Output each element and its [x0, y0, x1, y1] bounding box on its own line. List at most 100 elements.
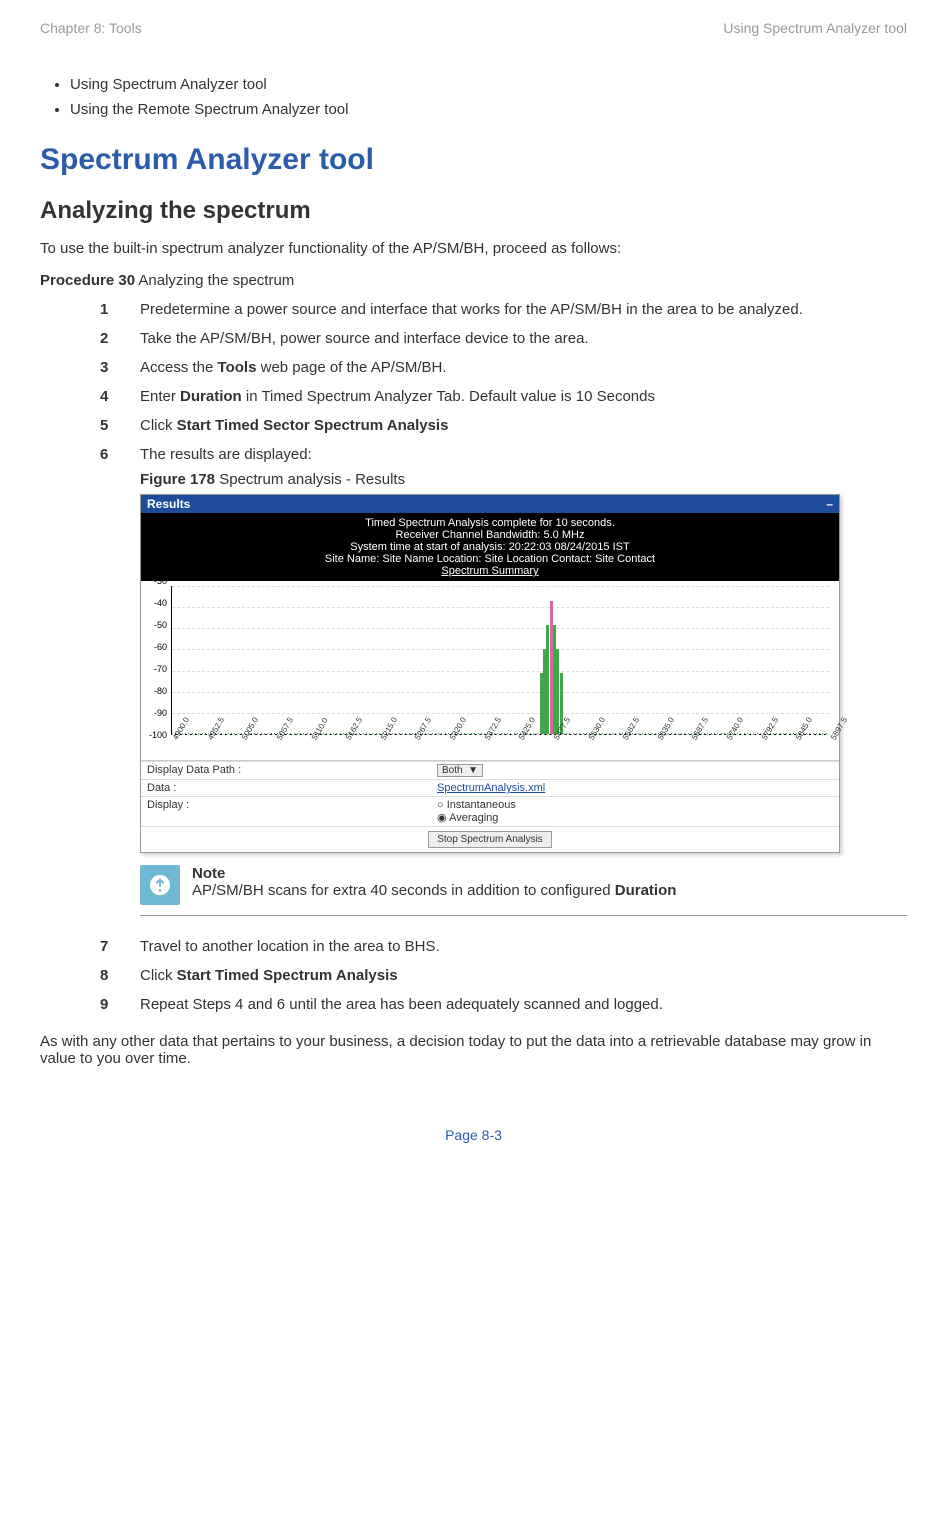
section-title-h2: Analyzing the spectrum	[40, 197, 907, 225]
step-text: Predetermine a power source and interfac…	[140, 301, 907, 318]
gridline	[172, 713, 829, 714]
step-text: Access the Tools web page of the AP/SM/B…	[140, 359, 907, 376]
text-post: web page of the AP/SM/BH.	[256, 359, 446, 376]
info-line: System time at start of analysis: 20:22:…	[145, 541, 835, 553]
minimize-icon[interactable]: –	[826, 497, 833, 511]
radio-label: Instantaneous	[447, 799, 516, 811]
gridline	[172, 607, 829, 608]
row-value: ○ Instantaneous ◉ Averaging	[437, 799, 833, 824]
bullet-item: Using the Remote Spectrum Analyzer tool	[70, 101, 907, 118]
data-path-dropdown[interactable]: Both ▼	[437, 764, 483, 777]
bullet-list: Using Spectrum Analyzer tool Using the R…	[70, 76, 907, 118]
text-post: in Timed Spectrum Analyzer Tab. Default …	[242, 388, 655, 405]
step-4: 4 Enter Duration in Timed Spectrum Analy…	[100, 388, 907, 405]
note-icon	[140, 865, 180, 905]
y-axis-labels: -30-40-50-60-70-80-90-100	[141, 581, 169, 735]
info-line: Site Name: Site Name Location: Site Loca…	[145, 553, 835, 565]
y-tick-label: -90	[154, 708, 167, 718]
step-1: 1 Predetermine a power source and interf…	[100, 301, 907, 318]
header-left: Chapter 8: Tools	[40, 20, 142, 36]
step-text: Click Start Timed Sector Spectrum Analys…	[140, 417, 907, 434]
y-tick-label: -60	[154, 642, 167, 652]
row-value: Both ▼	[437, 764, 833, 777]
note-box: Note AP/SM/BH scans for extra 40 seconds…	[140, 865, 907, 905]
y-tick-label: -80	[154, 686, 167, 696]
step-number: 3	[100, 359, 140, 376]
step-9: 9 Repeat Steps 4 and 6 until the area ha…	[100, 996, 907, 1013]
text-pre: Click	[140, 967, 177, 984]
text-pre: Access the	[140, 359, 218, 376]
note-text: Note AP/SM/BH scans for extra 40 seconds…	[192, 865, 676, 899]
step-6: 6 The results are displayed: Figure 178 …	[100, 446, 907, 926]
chevron-down-icon: ▼	[468, 765, 478, 776]
radio-averaging[interactable]: ◉ Averaging	[437, 811, 498, 824]
gridline	[172, 692, 829, 693]
radio-instantaneous[interactable]: ○ Instantaneous	[437, 799, 516, 811]
data-row: Data : SpectrumAnalysis.xml	[141, 779, 839, 796]
note-title: Note	[192, 865, 676, 882]
x-axis-labels: 4900.04952.55005.05057.55110.05162.55215…	[171, 735, 829, 760]
x-tick-label: 5897.5	[829, 716, 849, 742]
step-2: 2 Take the AP/SM/BH, power source and in…	[100, 330, 907, 347]
page-header: Chapter 8: Tools Using Spectrum Analyzer…	[40, 20, 907, 36]
note-body: AP/SM/BH scans for extra 40 seconds in a…	[192, 882, 676, 899]
procedure-steps: 1 Predetermine a power source and interf…	[100, 301, 907, 1013]
step-number: 4	[100, 388, 140, 405]
after-text: As with any other data that pertains to …	[40, 1033, 907, 1067]
intro-text: To use the built-in spectrum analyzer fu…	[40, 240, 907, 257]
text-bold: Tools	[218, 359, 257, 376]
y-tick-label: -40	[154, 598, 167, 608]
gridline	[172, 671, 829, 672]
note-bold: Duration	[615, 882, 677, 899]
step-text: Travel to another location in the area t…	[140, 938, 907, 955]
step-number: 8	[100, 967, 140, 984]
page-title-h1: Spectrum Analyzer tool	[40, 143, 907, 177]
stop-analysis-button[interactable]: Stop Spectrum Analysis	[428, 831, 552, 848]
results-header-title: Results	[147, 497, 190, 511]
text-bold: Duration	[180, 388, 242, 405]
info-line: Receiver Channel Bandwidth: 5.0 MHz	[145, 529, 835, 541]
bullet-item: Using Spectrum Analyzer tool	[70, 76, 907, 93]
data-link[interactable]: SpectrumAnalysis.xml	[437, 782, 833, 794]
summary-link[interactable]: Spectrum Summary	[145, 565, 835, 577]
text: The results are displayed:	[140, 446, 312, 463]
display-row: Display : ○ Instantaneous ◉ Averaging	[141, 796, 839, 826]
step-number: 9	[100, 996, 140, 1013]
figure-label: Figure 178	[140, 471, 215, 488]
step-number: 5	[100, 417, 140, 434]
procedure-name: Analyzing the spectrum	[135, 272, 294, 289]
step-text: The results are displayed: Figure 178 Sp…	[140, 446, 907, 926]
info-line: Timed Spectrum Analysis complete for 10 …	[145, 517, 835, 529]
step-text: Enter Duration in Timed Spectrum Analyze…	[140, 388, 907, 405]
row-label: Data :	[147, 782, 437, 794]
figure-title: Spectrum analysis - Results	[215, 471, 405, 488]
step-text: Take the AP/SM/BH, power source and inte…	[140, 330, 907, 347]
gridline	[172, 586, 829, 587]
spectrum-chart: -30-40-50-60-70-80-90-100 4900.04952.550…	[141, 581, 839, 761]
results-footer: Stop Spectrum Analysis	[141, 826, 839, 852]
step-text: Click Start Timed Spectrum Analysis	[140, 967, 907, 984]
chart-plot-area	[171, 586, 829, 735]
procedure-label: Procedure 30	[40, 272, 135, 289]
y-tick-label: -70	[154, 664, 167, 674]
page-footer: Page 8-3	[40, 1127, 907, 1143]
step-5: 5 Click Start Timed Sector Spectrum Anal…	[100, 417, 907, 434]
step-number: 6	[100, 446, 140, 926]
step-number: 2	[100, 330, 140, 347]
text-pre: Enter	[140, 388, 180, 405]
display-data-path-row: Display Data Path : Both ▼	[141, 761, 839, 779]
text-bold: Start Timed Sector Spectrum Analysis	[177, 417, 449, 434]
y-tick-label: -50	[154, 620, 167, 630]
text-bold: Start Timed Spectrum Analysis	[177, 967, 398, 984]
step-7: 7 Travel to another location in the area…	[100, 938, 907, 955]
step-number: 7	[100, 938, 140, 955]
header-right: Using Spectrum Analyzer tool	[723, 20, 907, 36]
step-3: 3 Access the Tools web page of the AP/SM…	[100, 359, 907, 376]
figure-caption: Figure 178 Spectrum analysis - Results	[140, 471, 907, 488]
step-text: Repeat Steps 4 and 6 until the area has …	[140, 996, 907, 1013]
y-tick-label: -30	[154, 576, 167, 586]
row-label: Display :	[147, 799, 437, 824]
results-panel: Results – Timed Spectrum Analysis comple…	[140, 494, 840, 853]
y-tick-label: -100	[149, 730, 167, 740]
results-info: Timed Spectrum Analysis complete for 10 …	[141, 513, 839, 581]
